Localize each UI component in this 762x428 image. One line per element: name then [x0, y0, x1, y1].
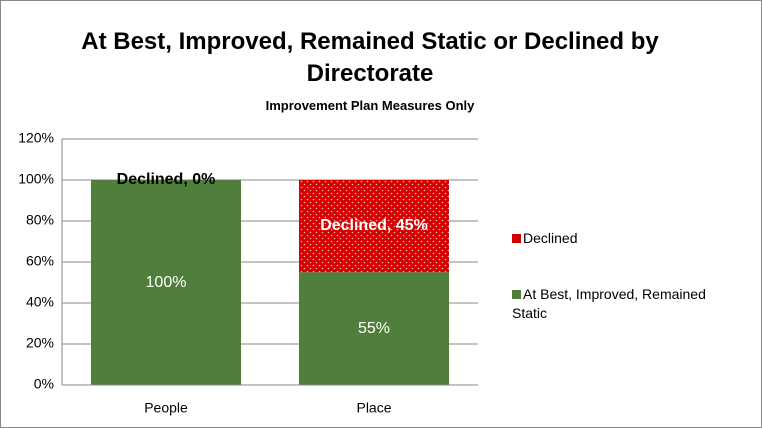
y-tick-label: 120% [18, 130, 54, 146]
bar-pattern [299, 180, 449, 273]
y-tick-label: 80% [26, 212, 54, 228]
x-tick-label: People [144, 400, 188, 416]
chart-subtitle: Improvement Plan Measures Only [265, 98, 475, 113]
legend-item: Declined [512, 229, 742, 248]
legend-swatch [512, 290, 521, 299]
legend-item: At Best, Improved, Remained Static [512, 285, 742, 323]
y-tick-label: 60% [26, 253, 54, 269]
data-label: Declined, 45% [320, 217, 428, 235]
data-label: 100% [145, 273, 187, 291]
data-label: 55% [357, 319, 391, 337]
y-tick-label: 0% [34, 376, 54, 392]
chart-title: At Best, Improved, Remained Static or De… [81, 28, 659, 87]
bar-segment [91, 180, 241, 385]
y-tick-label: 100% [18, 171, 54, 187]
y-tick-label: 20% [26, 335, 54, 351]
legend-label: At Best, Improved, Remained Static [512, 286, 706, 321]
x-tick-label: Place [356, 400, 391, 416]
y-tick-label: 40% [26, 294, 54, 310]
bar-segment [299, 272, 449, 385]
data-label: Declined, 0% [116, 171, 216, 188]
legend-swatch [512, 234, 521, 243]
legend-label: Declined [523, 230, 578, 246]
